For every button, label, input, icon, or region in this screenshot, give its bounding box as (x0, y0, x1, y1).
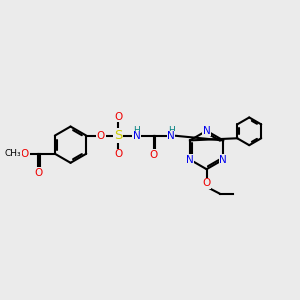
Text: S: S (114, 129, 122, 142)
Text: N: N (203, 126, 210, 136)
Text: O: O (150, 150, 158, 160)
Text: O: O (114, 149, 122, 159)
Text: N: N (133, 131, 140, 141)
Text: O: O (114, 112, 122, 122)
Text: CH₃: CH₃ (5, 149, 21, 158)
Text: N: N (186, 154, 194, 165)
Text: O: O (34, 168, 42, 178)
Text: H: H (168, 126, 174, 135)
Text: N: N (219, 154, 227, 165)
Text: H: H (133, 126, 140, 135)
Text: N: N (167, 131, 175, 141)
Text: O: O (202, 178, 211, 188)
Text: O: O (97, 130, 105, 141)
Text: O: O (21, 149, 29, 159)
